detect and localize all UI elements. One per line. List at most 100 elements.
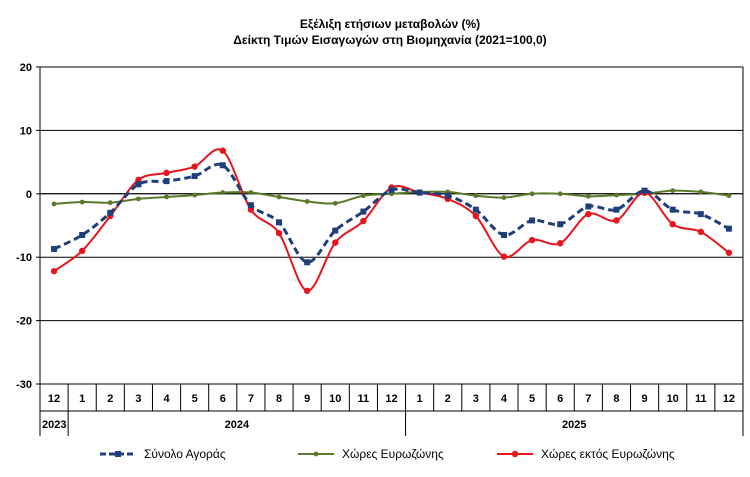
data-point bbox=[303, 287, 311, 295]
data-point bbox=[276, 194, 282, 200]
chart-title: Εξέλιξη ετήσιων μεταβολών (%) bbox=[300, 17, 480, 31]
x-month-label: 12 bbox=[385, 393, 397, 405]
legend-item: Χώρες εκτός Ευρωζώνης bbox=[497, 447, 675, 461]
data-point bbox=[585, 203, 592, 210]
x-month-label: 6 bbox=[220, 393, 226, 405]
data-point bbox=[79, 232, 86, 239]
x-month-label: 5 bbox=[529, 393, 535, 405]
data-point bbox=[416, 189, 423, 196]
data-point bbox=[275, 229, 283, 237]
x-month-label: 7 bbox=[585, 393, 591, 405]
data-point bbox=[332, 200, 338, 206]
data-point bbox=[136, 196, 141, 202]
data-point bbox=[332, 239, 339, 246]
data-point bbox=[472, 206, 479, 213]
data-point bbox=[529, 217, 536, 224]
series-line bbox=[53, 162, 730, 264]
data-point bbox=[79, 199, 85, 205]
series-2 bbox=[50, 147, 733, 295]
data-point bbox=[585, 193, 591, 199]
x-month-label: 9 bbox=[304, 393, 310, 405]
data-point bbox=[220, 190, 226, 195]
data-point bbox=[500, 253, 508, 260]
data-point bbox=[219, 147, 226, 154]
series-lines bbox=[50, 147, 733, 295]
legend-label: Χώρες εκτός Ευρωζώνης bbox=[541, 447, 675, 461]
x-month-label: 11 bbox=[695, 393, 707, 405]
data-point bbox=[613, 206, 620, 213]
x-year-label: 2025 bbox=[562, 419, 586, 431]
data-point bbox=[135, 181, 142, 188]
data-point bbox=[614, 192, 619, 198]
data-point bbox=[670, 188, 676, 194]
data-point bbox=[501, 195, 507, 201]
legend: Σύνολο Αγοράς Χώρες Ευρωζώνης Χώρες εκτός … bbox=[100, 447, 675, 461]
x-month-label: 10 bbox=[329, 393, 341, 405]
data-point bbox=[697, 228, 705, 236]
x-month-label: 11 bbox=[358, 393, 370, 405]
data-point bbox=[669, 221, 676, 228]
axes bbox=[36, 66, 744, 436]
data-point bbox=[107, 200, 113, 206]
x-month-label: 1 bbox=[417, 393, 423, 405]
data-point bbox=[191, 173, 198, 180]
gridlines bbox=[40, 66, 743, 385]
data-point bbox=[50, 267, 58, 275]
legend-item: Χώρες Ευρωζώνης bbox=[298, 447, 444, 461]
data-point bbox=[107, 209, 114, 216]
data-point bbox=[557, 240, 564, 247]
x-month-label: 12 bbox=[723, 393, 735, 405]
data-point bbox=[304, 199, 310, 204]
data-point bbox=[51, 245, 58, 252]
legend-swatch-marker bbox=[313, 451, 319, 457]
data-point bbox=[669, 206, 676, 213]
x-month-label: 2 bbox=[107, 393, 113, 405]
x-month-label: 1 bbox=[79, 393, 85, 405]
data-point bbox=[78, 247, 86, 255]
data-point bbox=[473, 193, 479, 199]
x-month-label: 4 bbox=[501, 393, 508, 405]
data-point bbox=[192, 192, 198, 198]
data-point bbox=[641, 187, 648, 194]
data-point bbox=[191, 163, 198, 170]
x-month-label: 5 bbox=[192, 393, 198, 405]
x-month-label: 3 bbox=[473, 393, 479, 405]
data-point bbox=[557, 191, 563, 197]
data-point bbox=[163, 178, 170, 185]
x-month-label: 8 bbox=[276, 393, 282, 405]
chart-subtitle: Δείκτη Τιμών Εισαγωγών στη Βιομηχανία (2… bbox=[233, 33, 546, 47]
data-point bbox=[697, 211, 704, 218]
y-axis-tick-labels: 20 10 0 -10 -20 -30 bbox=[16, 62, 32, 391]
y-tick-label: -20 bbox=[16, 316, 32, 328]
data-point bbox=[51, 201, 57, 207]
y-tick-label: 20 bbox=[20, 62, 32, 74]
data-point bbox=[164, 194, 169, 200]
data-point bbox=[163, 169, 170, 177]
x-month-label: 9 bbox=[642, 393, 648, 405]
data-point bbox=[276, 219, 283, 226]
x-month-label: 3 bbox=[135, 393, 141, 405]
data-point bbox=[585, 210, 592, 218]
legend-item: Σύνολο Αγοράς bbox=[100, 447, 226, 461]
data-point bbox=[360, 217, 367, 225]
data-point bbox=[726, 193, 732, 199]
x-month-label: 6 bbox=[557, 393, 563, 405]
data-point bbox=[557, 221, 564, 228]
y-tick-label: 10 bbox=[20, 125, 32, 137]
data-point bbox=[304, 259, 311, 266]
data-point bbox=[613, 217, 620, 224]
data-point bbox=[725, 225, 732, 232]
y-tick-label: 0 bbox=[26, 189, 32, 201]
legend-swatch-marker bbox=[511, 450, 519, 458]
x-month-label: 4 bbox=[163, 393, 170, 405]
data-point bbox=[444, 192, 451, 199]
series-0 bbox=[51, 162, 732, 266]
x-year-label: 2024 bbox=[225, 419, 250, 431]
data-point bbox=[360, 193, 366, 199]
data-point bbox=[500, 232, 507, 239]
series-line bbox=[53, 148, 730, 292]
legend-label: Χώρες Ευρωζώνης bbox=[342, 447, 444, 461]
x-month-label: 12 bbox=[48, 393, 60, 405]
